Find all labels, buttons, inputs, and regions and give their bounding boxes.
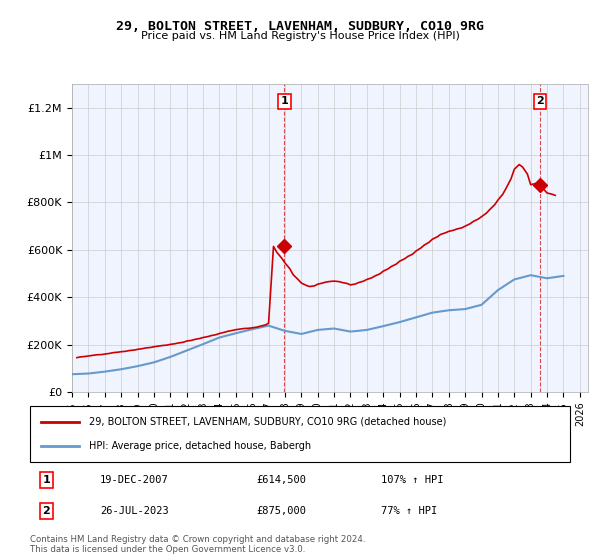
Text: Contains HM Land Registry data © Crown copyright and database right 2024.
This d: Contains HM Land Registry data © Crown c… xyxy=(30,535,365,554)
Text: £614,500: £614,500 xyxy=(257,475,307,485)
Text: 26-JUL-2023: 26-JUL-2023 xyxy=(100,506,169,516)
Text: 77% ↑ HPI: 77% ↑ HPI xyxy=(381,506,437,516)
Text: 1: 1 xyxy=(281,96,289,106)
Text: 29, BOLTON STREET, LAVENHAM, SUDBURY, CO10 9RG: 29, BOLTON STREET, LAVENHAM, SUDBURY, CO… xyxy=(116,20,484,32)
Text: 19-DEC-2007: 19-DEC-2007 xyxy=(100,475,169,485)
Text: HPI: Average price, detached house, Babergh: HPI: Average price, detached house, Babe… xyxy=(89,441,311,451)
Text: 2: 2 xyxy=(43,506,50,516)
Text: 29, BOLTON STREET, LAVENHAM, SUDBURY, CO10 9RG (detached house): 29, BOLTON STREET, LAVENHAM, SUDBURY, CO… xyxy=(89,417,447,427)
Text: £875,000: £875,000 xyxy=(257,506,307,516)
Text: Price paid vs. HM Land Registry's House Price Index (HPI): Price paid vs. HM Land Registry's House … xyxy=(140,31,460,41)
Text: 1: 1 xyxy=(43,475,50,485)
Text: 2: 2 xyxy=(536,96,544,106)
FancyBboxPatch shape xyxy=(30,406,570,462)
Text: 107% ↑ HPI: 107% ↑ HPI xyxy=(381,475,443,485)
